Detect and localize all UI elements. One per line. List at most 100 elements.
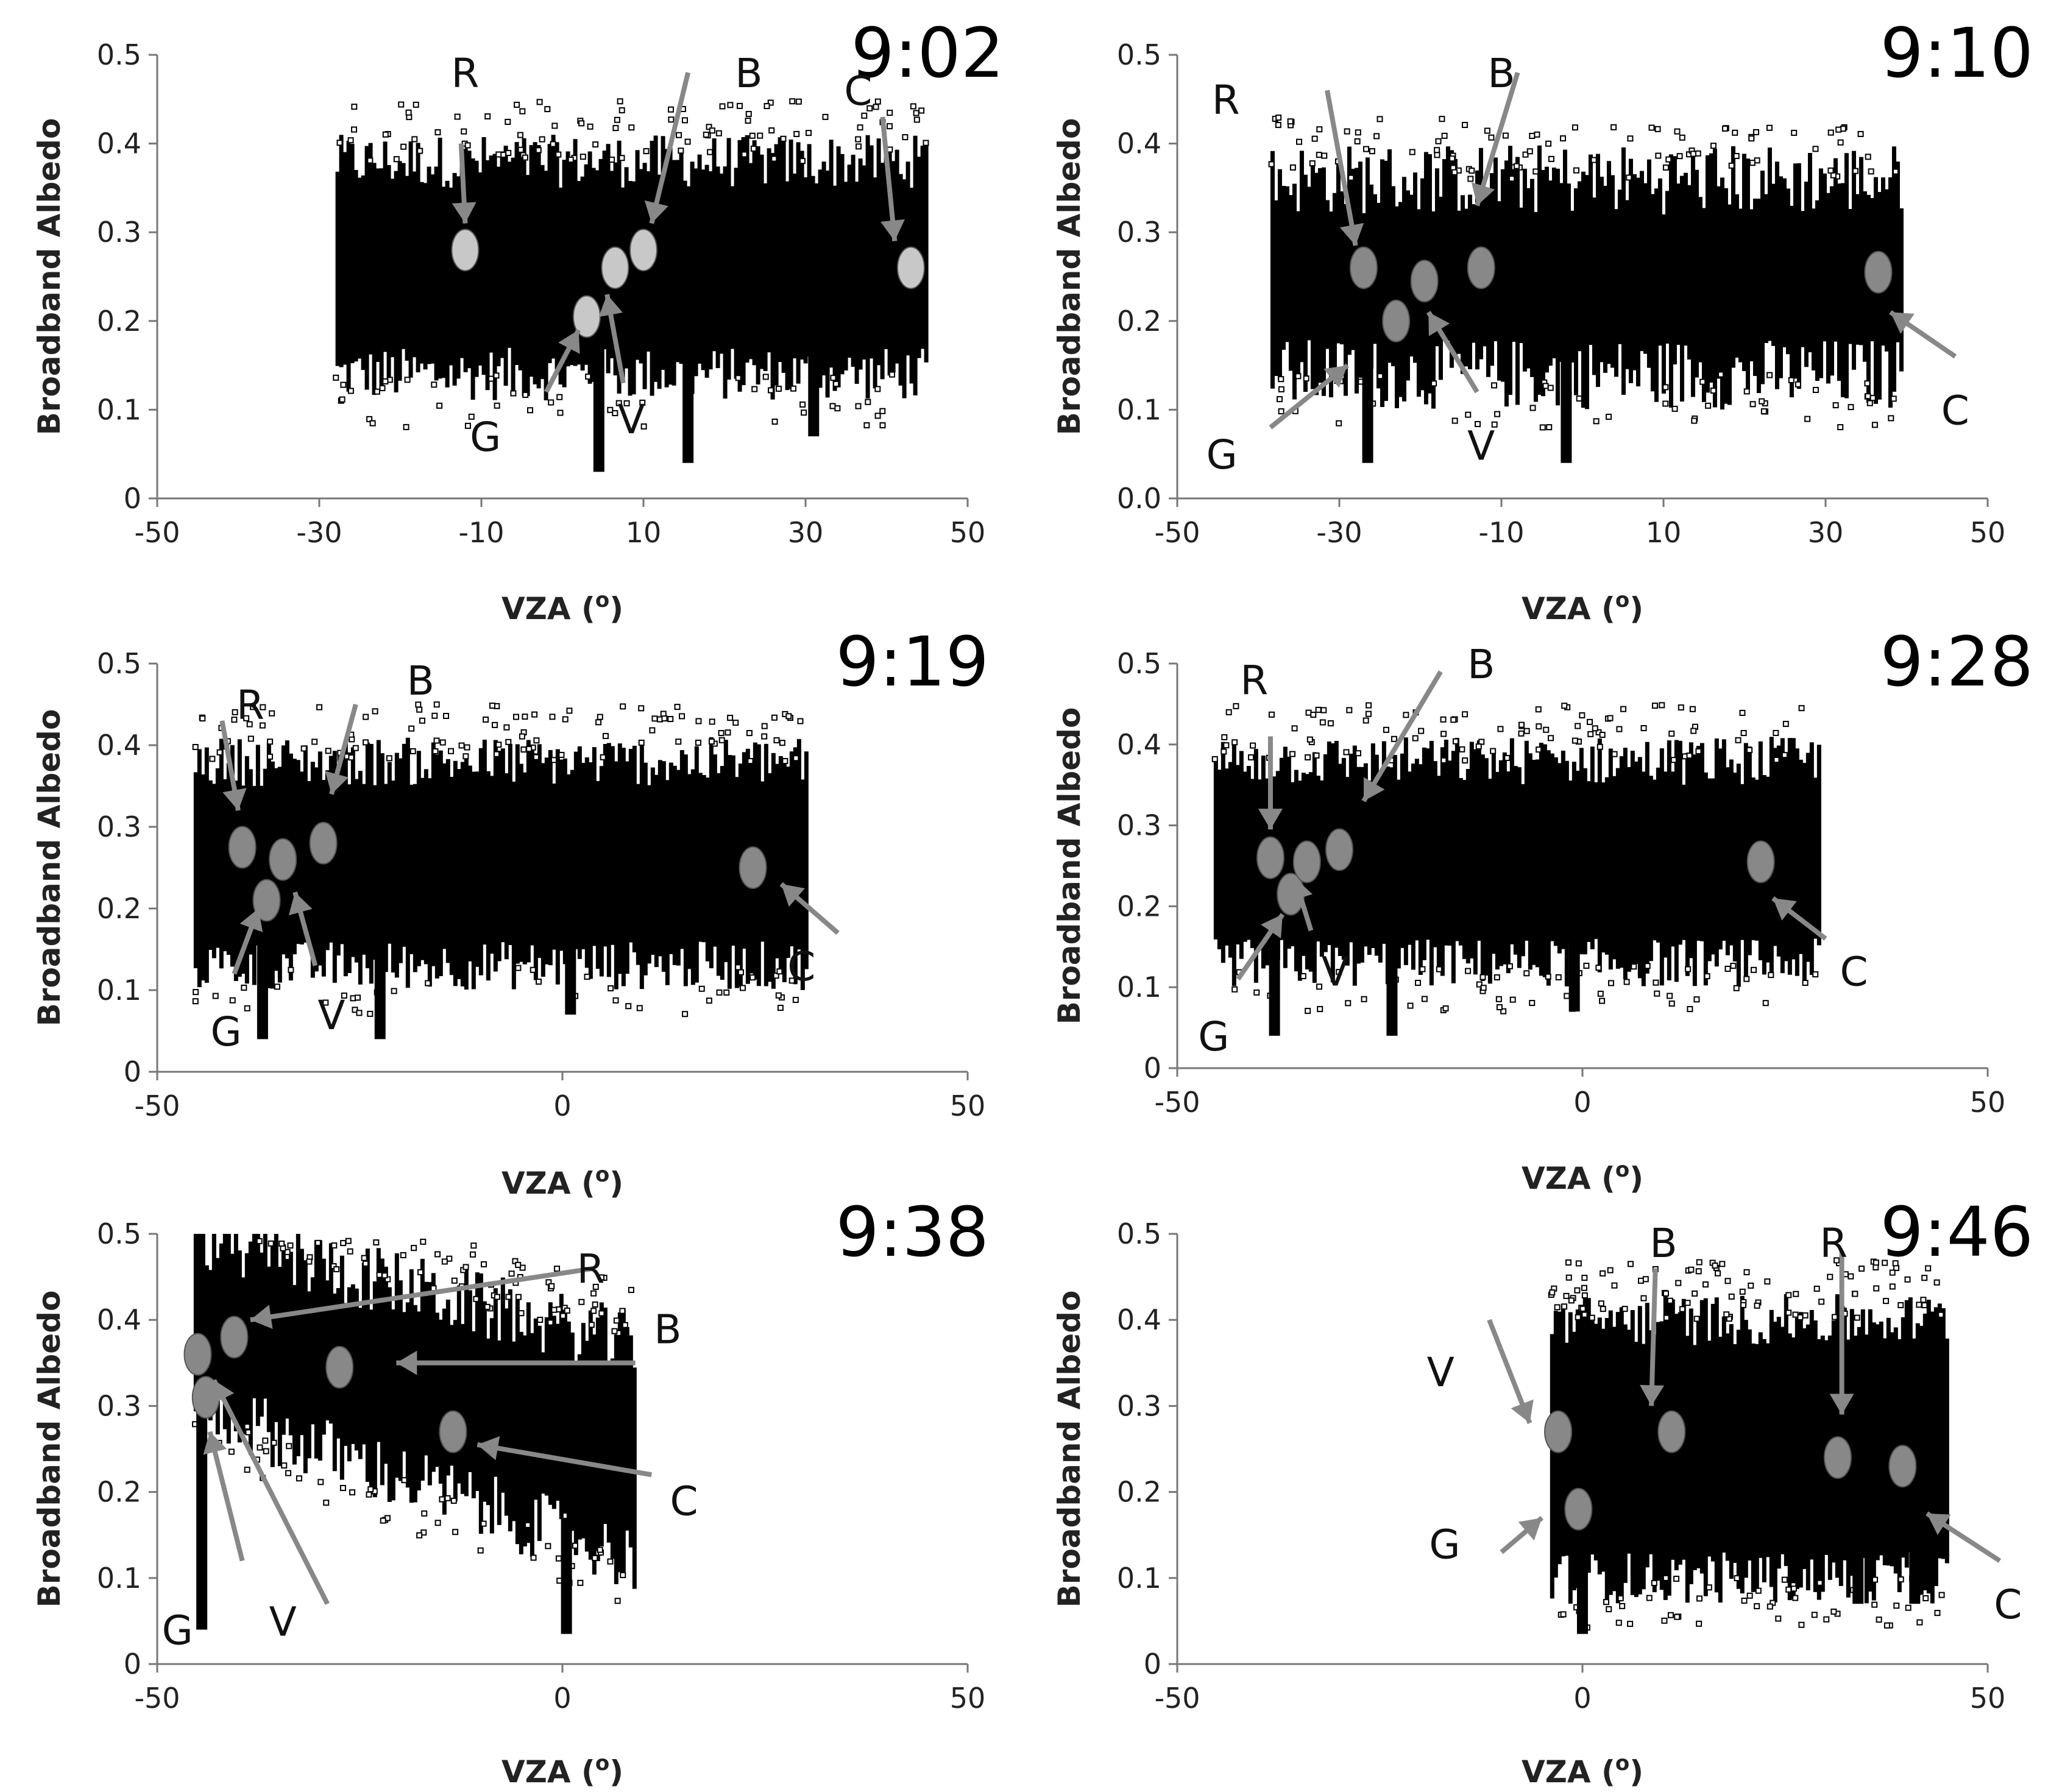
scatter-column: [1400, 753, 1405, 948]
scatter-point: [1418, 728, 1425, 734]
scatter-column: [683, 754, 688, 986]
scatter-column: [427, 166, 431, 364]
scatter-column: [1784, 1294, 1788, 1567]
scatter-column: [1590, 746, 1595, 949]
scatter-column: [796, 142, 801, 384]
scatter-point: [559, 1312, 566, 1319]
scatter-point: [333, 374, 339, 381]
scatter-column: [211, 784, 216, 958]
scatter-point: [1276, 396, 1283, 403]
scatter-point: [681, 117, 688, 124]
scatter-column: [1922, 1313, 1927, 1591]
scatter-column: [500, 748, 505, 943]
scatter-column: [555, 749, 560, 985]
scatter-column: [566, 774, 571, 982]
scatter-column: [1336, 158, 1341, 344]
scatter-column: [1752, 198, 1757, 377]
y-tick-label: 0.0: [1117, 482, 1161, 515]
scatter-column: [647, 785, 651, 964]
scatter-point: [1576, 395, 1582, 402]
y-axis-label: Broadband Albedo: [1052, 1291, 1087, 1608]
scatter-point: [855, 403, 862, 409]
scatter-column: [1500, 169, 1505, 382]
scatter-point: [1575, 723, 1581, 729]
annotation-label-c: C: [787, 943, 815, 990]
scatter-point: [416, 706, 423, 713]
scatter-column: [1339, 191, 1344, 345]
scatter-column: [350, 747, 355, 957]
scatter-column: [548, 1302, 553, 1505]
scatter-column: [577, 746, 582, 959]
scatter-point: [366, 416, 373, 422]
scatter-point: [1596, 743, 1603, 750]
scatter-point: [1710, 143, 1717, 149]
scatter-column: [303, 1260, 308, 1473]
scatter-point: [1278, 376, 1284, 383]
scatter-point: [1659, 702, 1665, 709]
x-tick-label: -50: [1154, 1086, 1200, 1119]
scatter-point: [613, 1317, 620, 1324]
scatter-column: [1877, 192, 1882, 400]
scatter-point: [607, 406, 614, 413]
scatter-point: [782, 758, 788, 765]
scatter-point: [1665, 156, 1672, 163]
scatter-column: [631, 181, 636, 395]
scatter-column: [1732, 1344, 1737, 1563]
scatter-point: [1723, 1311, 1730, 1318]
scatter-column: [602, 151, 607, 350]
scatter-point: [1321, 152, 1328, 159]
scatter-column: [1568, 781, 1573, 943]
arrow-head-r: [1339, 222, 1364, 246]
scatter-point: [470, 1242, 477, 1249]
arrow-line-b: [649, 72, 691, 224]
scatter-column: [1672, 156, 1677, 365]
time-stamp: 9:10: [1880, 14, 2033, 93]
scatter-column: [1727, 204, 1732, 405]
scatter-column: [1791, 1337, 1796, 1599]
scatter-point: [1506, 963, 1513, 969]
scatter-point: [436, 402, 443, 409]
scatter-column: [1703, 772, 1708, 986]
scatter-column: [1440, 747, 1445, 976]
scatter-point: [745, 111, 752, 118]
scatter-point: [549, 714, 556, 720]
scatter-point: [1412, 735, 1419, 742]
scatter-column: [1886, 1317, 1891, 1566]
scatter-column: [1787, 738, 1792, 975]
scatter-point: [874, 413, 881, 419]
scatter-column: [1646, 159, 1651, 368]
scatter-point: [443, 712, 450, 719]
scatter-column: [427, 778, 432, 987]
scatter-point: [1812, 386, 1819, 393]
x-tick-label: -30: [1316, 516, 1362, 549]
scatter-column: [1687, 185, 1692, 360]
arrow-head-g: [239, 908, 263, 932]
scatter-column: [1773, 1322, 1777, 1603]
x-tick-label: -10: [1478, 516, 1524, 549]
scatter-point: [771, 155, 778, 162]
scatter-point: [1916, 1619, 1923, 1626]
scatter-column: [1760, 171, 1765, 384]
scatter-column: [709, 737, 714, 969]
x-axis-label: VZA (o): [1522, 1751, 1643, 1790]
scatter-column: [1740, 1295, 1745, 1594]
scatter-column: [383, 141, 388, 352]
target-cluster-c: [896, 246, 925, 289]
scatter-point: [1403, 712, 1409, 718]
scatter-point: [379, 384, 386, 391]
y-tick-label: 0.3: [1117, 216, 1161, 249]
scatter-column: [544, 1317, 549, 1496]
scatter-point: [517, 132, 523, 138]
scatter-point: [347, 137, 354, 144]
scatter-point: [776, 968, 783, 975]
scatter-column: [1455, 737, 1459, 941]
scatter-point: [1587, 731, 1594, 737]
scatter-column: [1899, 208, 1904, 372]
scatter-point: [1662, 400, 1669, 407]
scatter-point: [1791, 130, 1798, 136]
scatter-column: [448, 187, 453, 366]
scatter-column: [1625, 200, 1629, 369]
scatter-column: [408, 141, 413, 378]
x-tick-label: 30: [1808, 516, 1844, 549]
scatter-column: [1469, 742, 1474, 959]
